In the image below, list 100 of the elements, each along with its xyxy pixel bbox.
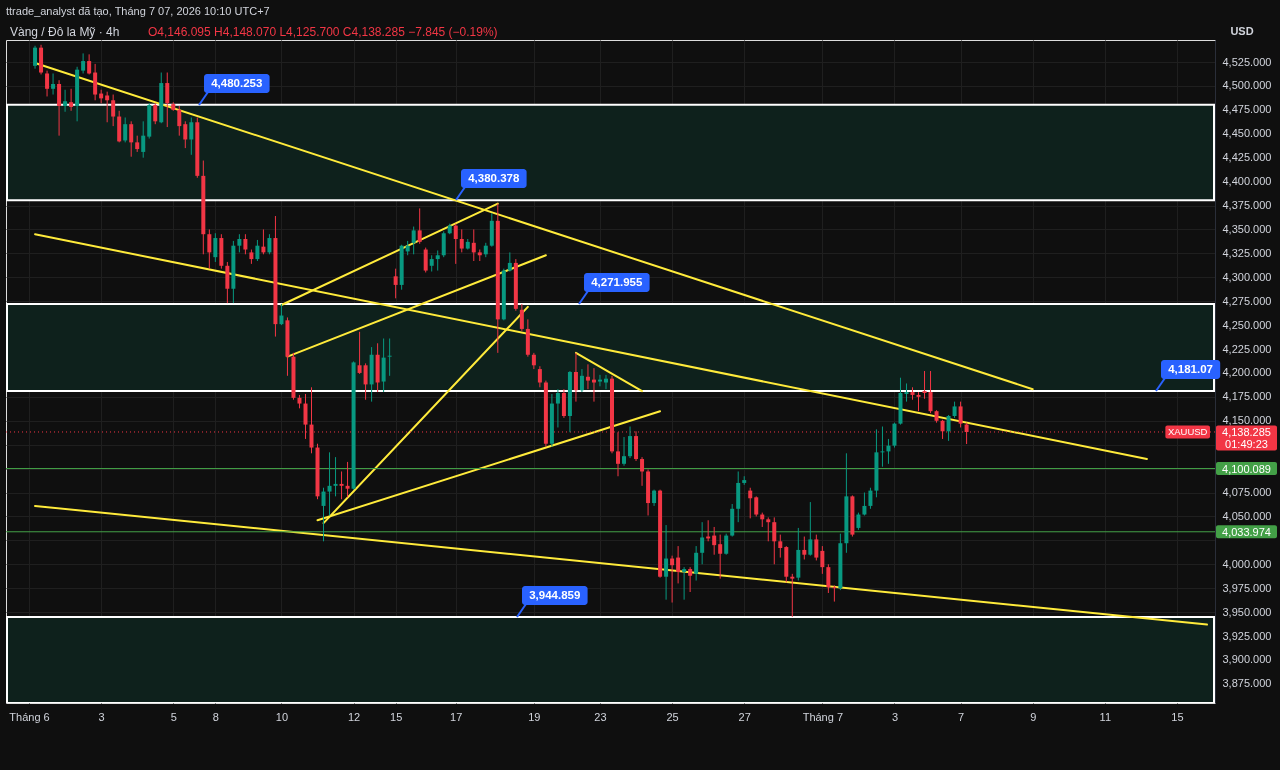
- y-tick-label: 3,900.000: [1222, 653, 1272, 666]
- y-tick-label: 4,500.000: [1222, 79, 1272, 92]
- annotation: 3,944.859: [529, 588, 581, 601]
- candlestick: [946, 414, 951, 442]
- y-tick-label: 4,075.000: [1222, 486, 1272, 499]
- chart-title: ttrade_analyst đã tạo, Tháng 7 07, 2026 10:10 UTC+7: [6, 5, 270, 17]
- x-tick-label: 8: [212, 710, 219, 723]
- x-tick-label: 3: [98, 710, 105, 723]
- y-tick-label: 3,925.000: [1222, 629, 1272, 642]
- candlestick: [880, 426, 885, 468]
- y-tick-label: 4,250.000: [1222, 318, 1272, 331]
- y-tick-label: 4,475.000: [1222, 103, 1272, 116]
- ref-line-label: 4,138.285 01:49:23: [1222, 425, 1271, 450]
- candlestick: [339, 470, 344, 500]
- candlestick: [766, 516, 771, 542]
- candlestick: [189, 116, 194, 156]
- candlestick: [802, 536, 807, 560]
- y-tick-label: 4,150.000: [1222, 414, 1272, 427]
- candlestick: [724, 533, 729, 556]
- x-tick-label: 11: [1099, 710, 1112, 723]
- annotation: 4,480.253: [211, 76, 263, 89]
- candlestick: [213, 232, 218, 263]
- x-tick-label: 10: [275, 710, 289, 723]
- x-tick-label: 23: [594, 710, 607, 723]
- y-tick-label: 4,275.000: [1222, 294, 1272, 307]
- candlestick: [33, 45, 38, 70]
- candlestick: [111, 94, 116, 127]
- annotation: 4,271.955: [591, 275, 643, 288]
- candlestick: [327, 451, 332, 516]
- candlestick: [435, 249, 440, 272]
- y-tick-label: 4,350.000: [1222, 222, 1272, 235]
- candlestick: [585, 363, 590, 390]
- y-tick-label: 3,975.000: [1222, 581, 1272, 594]
- candlestick: [772, 516, 777, 565]
- annotation: XAUUSD: [1167, 425, 1208, 437]
- candlestick: [573, 352, 578, 403]
- candlestick: [597, 374, 602, 387]
- y-tick-label: 3,950.000: [1222, 605, 1272, 618]
- candlestick: [778, 534, 783, 559]
- y-tick-label: 4,225.000: [1222, 342, 1272, 355]
- candlestick: [676, 545, 681, 584]
- candlestick: [237, 233, 242, 253]
- x-tick-label: 9: [1030, 710, 1037, 723]
- candlestick: [507, 251, 512, 273]
- candlestick: [165, 72, 170, 128]
- candlestick: [459, 228, 464, 253]
- text: O4,146.095 H4,148.070 L4,125.700 C4,138.285 −7.845 (−0.19%): [148, 25, 498, 39]
- candlestick: [69, 88, 74, 112]
- candlestick: [712, 526, 717, 556]
- candlestick: [748, 487, 753, 519]
- candlestick: [423, 247, 428, 273]
- candlestick: [243, 233, 248, 255]
- candlestick: [561, 388, 566, 419]
- candlestick: [381, 337, 386, 393]
- candlestick: [129, 120, 134, 158]
- candlestick: [93, 63, 98, 101]
- candlestick: [700, 521, 705, 565]
- candlestick: [225, 261, 230, 304]
- ref-line-label: 4,033.974: [1222, 525, 1271, 538]
- y-tick-label: 4,325.000: [1222, 246, 1272, 259]
- y-tick-label: 4,300.000: [1222, 270, 1272, 283]
- candlestick: [682, 566, 687, 601]
- candlestick: [622, 436, 627, 467]
- candlestick: [808, 501, 813, 557]
- x-tick-label: 15: [390, 710, 403, 723]
- x-tick-label: Tháng 6: [9, 710, 50, 723]
- candlestick: [958, 401, 963, 428]
- candlestick: [579, 368, 584, 393]
- candlestick: [63, 89, 68, 113]
- candlestick: [904, 382, 909, 403]
- candlestick: [279, 303, 284, 326]
- candlestick: [123, 116, 128, 143]
- annotation: 4,181.07: [1168, 362, 1213, 375]
- candlestick: [519, 303, 524, 332]
- candlestick: [57, 79, 62, 137]
- candlestick: [453, 223, 458, 265]
- candlestick: [754, 495, 759, 517]
- x-tick-label: 5: [170, 710, 177, 723]
- candlestick: [694, 545, 699, 582]
- x-tick-label: Tháng 7: [802, 710, 844, 723]
- y-tick-label: 4,450.000: [1222, 127, 1272, 140]
- candlestick: [363, 362, 368, 401]
- y-tick-label: 4,425.000: [1222, 151, 1272, 164]
- candlestick: [826, 563, 831, 594]
- x-tick-label: 7: [958, 710, 965, 723]
- candlestick: [820, 545, 825, 575]
- x-tick-label: 3: [891, 710, 899, 723]
- candlestick: [832, 584, 837, 603]
- candlestick: [814, 534, 819, 561]
- candlestick: [441, 230, 446, 258]
- candlestick: [922, 370, 927, 400]
- candlestick: [393, 268, 398, 299]
- candlestick: [603, 374, 608, 390]
- y-tick-label: 4,175.000: [1222, 390, 1272, 403]
- candlestick: [868, 487, 873, 510]
- candlestick: [928, 370, 933, 414]
- x-tick-label: 19: [528, 710, 541, 723]
- candlestick: [255, 239, 260, 262]
- candlestick: [387, 337, 392, 377]
- candlestick: [321, 487, 326, 542]
